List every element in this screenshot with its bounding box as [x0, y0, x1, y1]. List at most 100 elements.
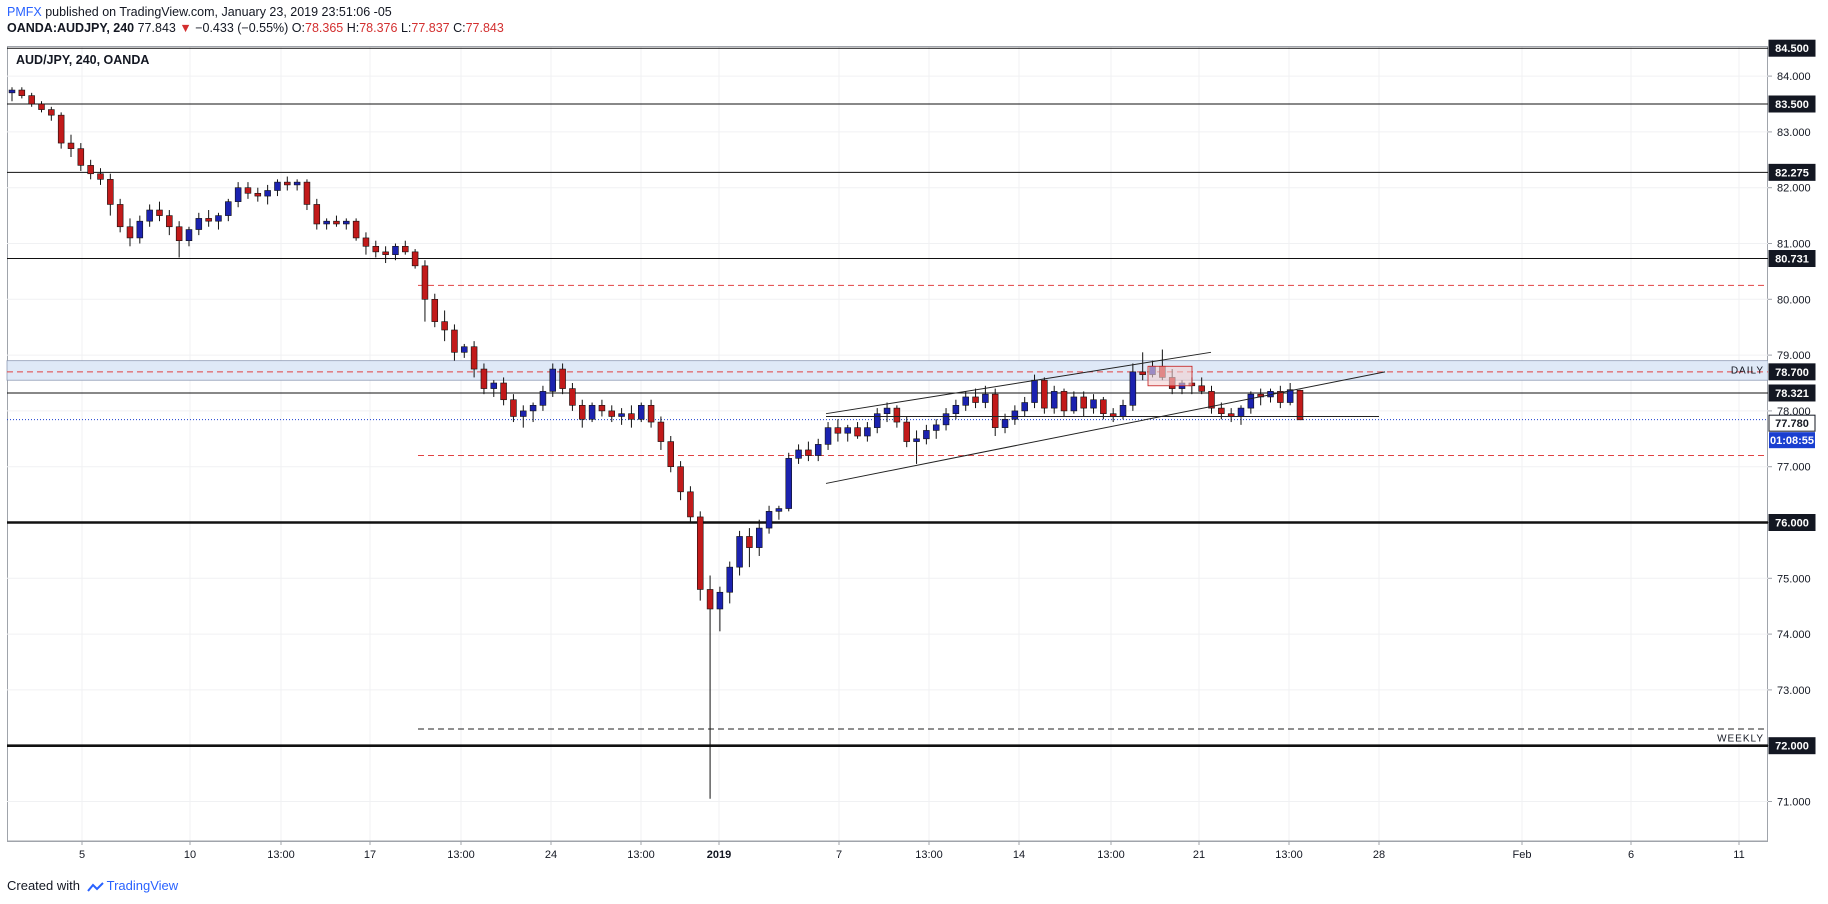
candle: [795, 444, 802, 464]
candle: [991, 388, 999, 437]
candle-body: [726, 566, 733, 593]
x-tick-label: 14: [1013, 849, 1025, 861]
weekly-zone-label: WEEKLY: [1717, 734, 1764, 745]
price-change: −0.433 (−0.55%): [195, 21, 289, 35]
candle-body: [982, 393, 989, 403]
candle-body: [805, 449, 812, 456]
candle: [264, 184, 271, 205]
candle: [431, 293, 439, 328]
highlight-box[interactable]: [1147, 365, 1193, 387]
x-tick-label: 28: [1373, 849, 1385, 861]
price-label-text: 82.275: [1775, 167, 1809, 179]
x-tick-label: 13:00: [447, 849, 475, 861]
x-tick-label: 6: [1628, 849, 1634, 861]
candle: [1286, 383, 1294, 406]
candle-body: [274, 181, 281, 191]
candle-body: [559, 368, 566, 389]
trend-line[interactable]: [825, 351, 1212, 415]
candle-body: [736, 536, 743, 568]
candle: [529, 402, 537, 423]
candle-body: [67, 142, 75, 149]
candle-body: [1277, 391, 1284, 403]
candle-body: [529, 405, 537, 412]
price-label-text: 77.780: [1775, 418, 1809, 430]
candle-body: [913, 438, 920, 442]
x-tick-label: 13:00: [1275, 849, 1303, 861]
x-tick-label: 17: [364, 849, 376, 861]
price-label: 82.275: [1768, 163, 1816, 181]
candle: [559, 363, 566, 395]
candle: [274, 179, 281, 197]
candle: [57, 112, 65, 149]
candle-body: [461, 346, 468, 353]
candle-body: [500, 382, 507, 401]
author-link[interactable]: PMFX: [7, 5, 42, 19]
candle-body: [1129, 371, 1137, 406]
candle: [313, 198, 321, 230]
candle: [1021, 396, 1028, 417]
candle: [185, 226, 193, 247]
candle-body: [588, 405, 596, 420]
price-label-text: 83.500: [1775, 99, 1809, 111]
candle: [225, 198, 232, 222]
candle-body: [1060, 391, 1068, 412]
price-label: 76.000: [1768, 514, 1816, 531]
price-label-text: 78.700: [1775, 367, 1809, 379]
candle: [667, 436, 674, 473]
candle: [1277, 385, 1284, 409]
candle: [923, 424, 930, 445]
created-with-label: Created with: [7, 878, 80, 893]
candle: [844, 424, 851, 442]
candle: [913, 430, 920, 464]
candle: [775, 505, 783, 520]
candle: [982, 385, 989, 409]
x-tick-label: Feb: [1513, 849, 1532, 861]
candle: [1198, 377, 1205, 395]
candle: [107, 173, 114, 216]
daily-supply-zone[interactable]: [6, 360, 1769, 381]
x-tick-label: 21: [1193, 849, 1205, 861]
candle-body: [765, 511, 773, 529]
last-price: 77.843: [137, 21, 176, 35]
candle: [352, 218, 360, 241]
candle: [805, 441, 812, 462]
candle: [883, 402, 891, 423]
y-tick-label: 83.000: [1777, 127, 1811, 139]
price-label-box: [1768, 384, 1816, 402]
candle-body: [264, 190, 271, 197]
price-label-box: [1768, 163, 1816, 181]
candle-body: [549, 368, 557, 392]
candle: [254, 187, 262, 202]
candle-body: [293, 181, 301, 186]
candle-body: [313, 204, 321, 225]
candle: [657, 416, 665, 450]
candle: [18, 87, 26, 99]
price-label-text: 72.000: [1775, 741, 1809, 753]
candle-body: [28, 95, 35, 105]
candle-body: [323, 220, 330, 225]
tradingview-link[interactable]: TradingView: [106, 878, 179, 893]
price-label-box: [1768, 39, 1816, 57]
candle: [765, 505, 773, 534]
candle-body: [824, 427, 832, 445]
price-label-text: 78.321: [1775, 388, 1809, 400]
candle: [175, 221, 183, 258]
high-value: 78.376: [359, 21, 398, 35]
candle: [1070, 391, 1078, 414]
candle-body: [1041, 379, 1048, 409]
candle-body: [647, 405, 655, 423]
candle-body: [903, 421, 910, 442]
price-label: 78.321: [1768, 384, 1816, 402]
candle: [608, 405, 616, 423]
trend-line[interactable]: [825, 371, 1386, 484]
candle-body: [1011, 410, 1019, 420]
candle: [411, 249, 419, 269]
candle-body: [1100, 399, 1107, 414]
candle-body: [372, 245, 380, 253]
candle-body: [421, 265, 429, 300]
candle: [67, 134, 75, 158]
candle: [864, 422, 871, 442]
open-label: O:: [291, 21, 305, 35]
candle-body: [657, 421, 665, 442]
